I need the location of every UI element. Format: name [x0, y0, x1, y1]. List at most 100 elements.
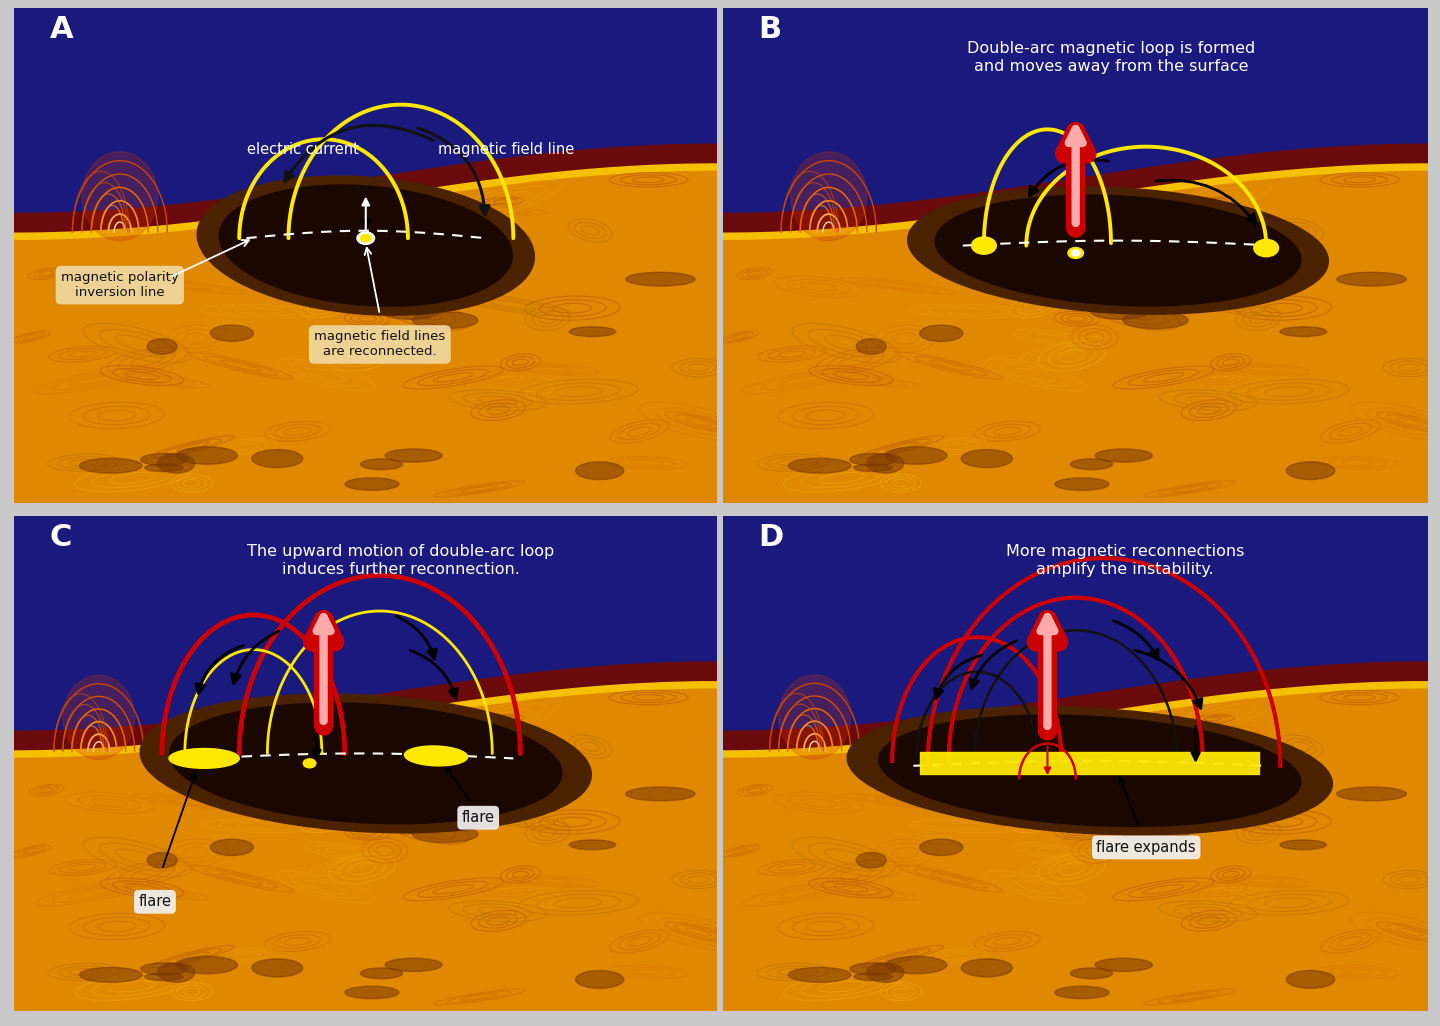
Ellipse shape [972, 237, 996, 254]
Ellipse shape [145, 973, 183, 981]
Ellipse shape [210, 839, 253, 856]
Ellipse shape [976, 277, 1005, 290]
Polygon shape [14, 689, 717, 1011]
Ellipse shape [1070, 968, 1113, 979]
Polygon shape [723, 171, 1428, 503]
Ellipse shape [1123, 312, 1188, 328]
Ellipse shape [140, 694, 592, 833]
Ellipse shape [170, 703, 562, 824]
Ellipse shape [157, 962, 194, 982]
Ellipse shape [867, 453, 904, 473]
Text: electric current: electric current [246, 142, 359, 157]
Ellipse shape [1090, 818, 1149, 833]
Ellipse shape [788, 968, 851, 982]
Ellipse shape [907, 187, 1328, 314]
Ellipse shape [854, 973, 893, 981]
Ellipse shape [360, 968, 403, 979]
Text: Double-arc magnetic loop is formed
and moves away from the surface: Double-arc magnetic loop is formed and m… [966, 41, 1256, 74]
Ellipse shape [1070, 459, 1113, 470]
Text: flare: flare [462, 811, 495, 825]
Ellipse shape [1090, 304, 1149, 319]
Ellipse shape [346, 478, 399, 490]
Ellipse shape [1094, 958, 1152, 972]
Ellipse shape [210, 325, 253, 342]
Ellipse shape [1094, 735, 1129, 753]
Ellipse shape [1094, 218, 1129, 236]
Ellipse shape [79, 459, 143, 473]
Text: magnetic field line: magnetic field line [438, 142, 575, 157]
Text: B: B [757, 15, 782, 44]
Ellipse shape [1123, 826, 1188, 842]
Ellipse shape [268, 277, 295, 290]
Ellipse shape [867, 962, 904, 982]
Ellipse shape [850, 962, 897, 975]
Text: A: A [49, 15, 73, 44]
Ellipse shape [380, 818, 439, 833]
Ellipse shape [360, 459, 403, 470]
Text: More magnetic reconnections
amplify the instability.: More magnetic reconnections amplify the … [1007, 545, 1244, 577]
Text: The upward motion of double-arc loop
induces further reconnection.: The upward motion of double-arc loop ind… [248, 545, 554, 577]
Ellipse shape [219, 185, 513, 306]
Ellipse shape [384, 218, 419, 236]
Ellipse shape [857, 339, 886, 354]
Text: magnetic field lines
are reconnected.: magnetic field lines are reconnected. [314, 330, 445, 358]
Polygon shape [723, 145, 1428, 241]
Polygon shape [14, 171, 717, 503]
Ellipse shape [976, 793, 1005, 806]
Ellipse shape [79, 968, 143, 982]
Ellipse shape [384, 958, 442, 972]
Ellipse shape [854, 464, 893, 472]
Polygon shape [14, 681, 717, 758]
Ellipse shape [346, 986, 399, 998]
Polygon shape [723, 164, 1428, 241]
Ellipse shape [1336, 787, 1407, 801]
Ellipse shape [847, 707, 1332, 835]
Ellipse shape [157, 453, 194, 473]
Ellipse shape [962, 959, 1012, 977]
Ellipse shape [405, 746, 468, 765]
Ellipse shape [1280, 327, 1326, 337]
Ellipse shape [168, 749, 239, 768]
Ellipse shape [626, 272, 696, 286]
Polygon shape [723, 662, 1428, 758]
Text: flare expands: flare expands [1096, 840, 1197, 855]
Ellipse shape [1280, 840, 1326, 850]
Ellipse shape [147, 339, 177, 354]
Polygon shape [14, 164, 717, 241]
Ellipse shape [569, 840, 615, 850]
Polygon shape [920, 752, 1259, 775]
Ellipse shape [1286, 971, 1335, 988]
Ellipse shape [788, 459, 851, 473]
Ellipse shape [63, 675, 134, 759]
Text: D: D [757, 523, 783, 552]
Ellipse shape [82, 152, 158, 241]
Ellipse shape [878, 715, 1300, 827]
Ellipse shape [176, 956, 238, 974]
Ellipse shape [141, 453, 187, 466]
Ellipse shape [384, 449, 442, 462]
Ellipse shape [569, 327, 615, 337]
Ellipse shape [886, 446, 948, 464]
Ellipse shape [412, 826, 478, 842]
Ellipse shape [920, 325, 963, 342]
Ellipse shape [576, 462, 624, 479]
Ellipse shape [360, 235, 372, 242]
Ellipse shape [1056, 986, 1109, 998]
Ellipse shape [176, 446, 238, 464]
Ellipse shape [850, 453, 897, 466]
Ellipse shape [147, 853, 177, 868]
Ellipse shape [1254, 239, 1279, 256]
Ellipse shape [1071, 250, 1080, 255]
Ellipse shape [252, 959, 302, 977]
Ellipse shape [962, 449, 1012, 468]
Ellipse shape [197, 176, 534, 315]
Polygon shape [723, 681, 1428, 758]
Ellipse shape [252, 449, 302, 468]
Ellipse shape [626, 787, 696, 801]
Polygon shape [14, 145, 717, 241]
Text: magnetic polarity
inversion line: magnetic polarity inversion line [60, 271, 179, 300]
Ellipse shape [576, 971, 624, 988]
Ellipse shape [145, 464, 183, 472]
Ellipse shape [412, 312, 478, 328]
Ellipse shape [268, 793, 295, 806]
